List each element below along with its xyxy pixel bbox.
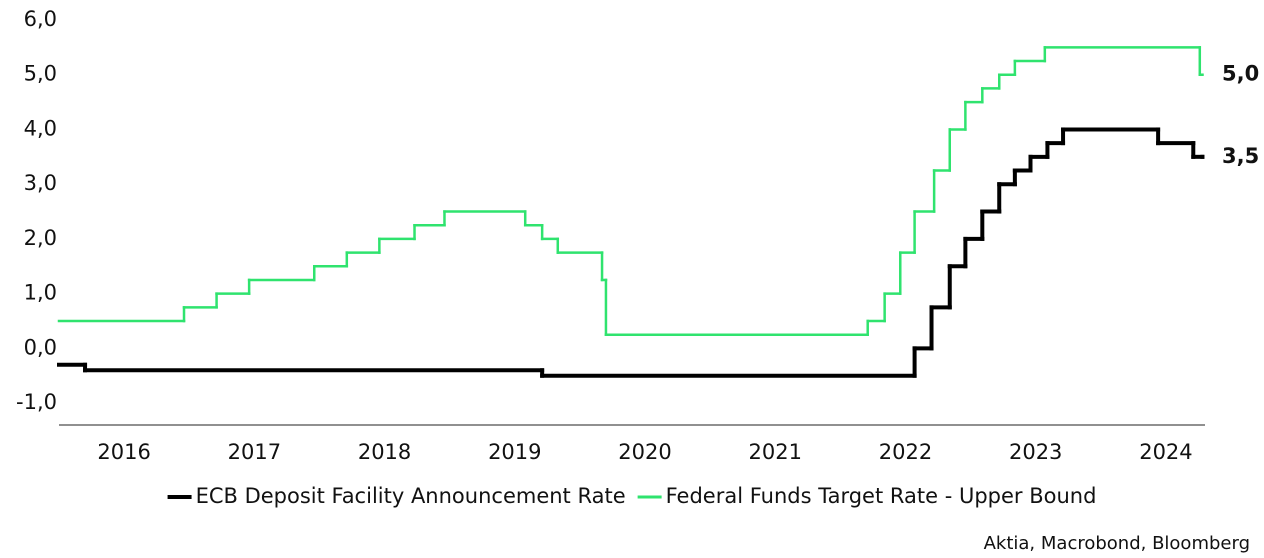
y-tick-label: 5,0 xyxy=(24,62,57,86)
x-tick-label: 2022 xyxy=(879,440,932,464)
y-tick-label: 3,0 xyxy=(24,171,57,195)
x-tick-label: 2017 xyxy=(228,440,281,464)
x-tick-label: 2020 xyxy=(618,440,671,464)
x-tick-label: 2016 xyxy=(97,440,150,464)
x-tick-label: 2019 xyxy=(488,440,541,464)
legend-label: ECB Deposit Facility Announcement Rate xyxy=(196,484,626,508)
y-tick-label: 6,0 xyxy=(24,7,57,31)
y-tick-label: 2,0 xyxy=(24,226,57,250)
source: Aktia, Macrobond, Bloomberg xyxy=(984,533,1250,554)
end-label: 5,0 xyxy=(1222,62,1259,86)
y-tick-label: -1,0 xyxy=(16,390,57,414)
series-line xyxy=(57,46,1204,336)
legend: ECB Deposit Facility Announcement Rate Fe… xyxy=(167,484,1097,508)
x-tick-label: 2024 xyxy=(1139,440,1192,464)
x-tick-label: 2021 xyxy=(749,440,802,464)
y-tick-label: 0,0 xyxy=(24,335,57,359)
x-tick-label: 2018 xyxy=(358,440,411,464)
y-tick-label: 1,0 xyxy=(24,281,57,305)
y-tick-label: 4,0 xyxy=(24,116,57,140)
end-label: 3,5 xyxy=(1222,144,1259,168)
legend-label: Federal Funds Target Rate - Upper Bound xyxy=(666,484,1097,508)
x-tick-label: 2023 xyxy=(1009,440,1062,464)
series-line xyxy=(57,127,1205,378)
